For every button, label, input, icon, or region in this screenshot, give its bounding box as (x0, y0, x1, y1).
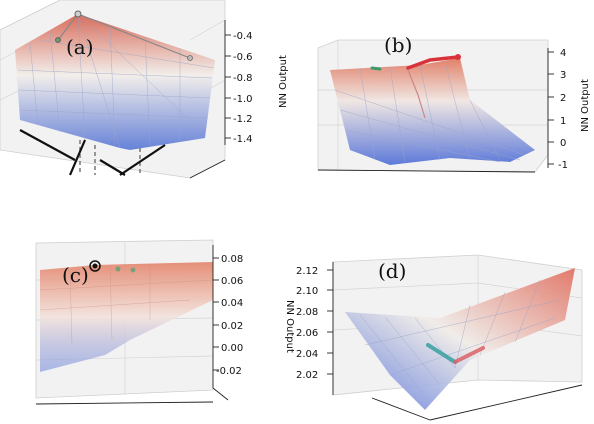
panel-b-tick: 4 (560, 48, 566, 59)
panel-a-tick: -0.6 (233, 52, 253, 63)
panel-d: 2.12 2.10 2.08 2.06 2.04 2.02 NN Output … (284, 254, 583, 421)
panel-d-tick: 2.04 (296, 349, 318, 360)
panel-b-ticks: 4 3 2 1 0 -1 (548, 48, 568, 171)
panel-b-tick: 2 (560, 93, 566, 104)
panel-d-label: (d) (378, 259, 406, 283)
panel-b-label: (b) (384, 33, 412, 57)
panel-b-green-path (370, 66, 382, 71)
panel-a-marker (187, 55, 193, 61)
panel-d-ylabel: NN Output (284, 300, 295, 353)
panel-c-tick: 0.08 (221, 254, 243, 265)
panel-a-tick: -1.0 (233, 94, 253, 105)
panel-b-red-path (406, 55, 460, 70)
panel-d-ticks: 2.12 2.10 2.08 2.06 2.04 2.02 (296, 266, 333, 381)
panel-c-tick: 0.02 (221, 321, 243, 332)
panel-a-ticks: -0.4 -0.6 -0.8 -1.0 -1.2 -1.4 (225, 31, 253, 145)
panel-b-trace (407, 69, 426, 119)
panel-a: -0.4 -0.6 -0.8 -1.0 -1.2 -1.4 NN Output … (0, 0, 289, 179)
panel-d-surface (345, 268, 575, 410)
panel-c-surface (40, 262, 213, 372)
panel-a-label: (a) (66, 35, 94, 59)
panel-c-mesh (39, 264, 214, 346)
panel-a-x-axis (189, 159, 226, 179)
panel-d-tick: 2.06 (296, 328, 318, 339)
panel-d-tick: 2.12 (296, 266, 318, 277)
panel-a-mesh (17, 13, 215, 149)
panel-b-tick: 3 (560, 70, 566, 81)
panel-d-teal-path (426, 343, 457, 364)
panel-c-tick: -0.02 (216, 366, 242, 377)
panel-c: 0.08 0.06 0.04 0.02 0.00 -0.02 (c) (35, 239, 243, 405)
panel-d-tick: 2.10 (296, 286, 318, 297)
panel-a-marker (74, 10, 82, 18)
panel-c-tick: 0.06 (221, 276, 243, 287)
panel-d-red-path (453, 346, 485, 364)
panel-c-label: (c) (62, 263, 89, 287)
panel-c-marker (89, 260, 101, 272)
panel-d-tick: 2.08 (296, 307, 318, 318)
panel-a-marker (55, 37, 61, 43)
panel-a-tick: -0.8 (233, 73, 253, 84)
panel-c-ticks: 0.08 0.06 0.04 0.02 0.00 -0.02 (213, 254, 243, 377)
panel-a-ylabel: NN Output (278, 55, 289, 108)
panel-b-mesh (334, 61, 526, 163)
panel-c-marker (92, 263, 98, 269)
panel-d-tick: 2.02 (296, 370, 318, 381)
panel-b-marker (455, 54, 461, 60)
panel-c-tick: 0.04 (221, 298, 243, 309)
panel-b-ylabel: NN Output (580, 79, 591, 132)
panel-c-marker (115, 266, 121, 272)
panel-a-tick: -0.4 (233, 31, 253, 42)
panel-c-marker (130, 267, 136, 273)
panel-b: 4 3 2 1 0 -1 NN Output (b) (317, 33, 591, 173)
panel-b-tick: 1 (560, 116, 566, 127)
panel-a-tick: -1.2 (233, 114, 253, 125)
panel-d-x-axis (371, 397, 431, 421)
panel-a-dashed-lines (19, 129, 166, 176)
panel-d-y-axis (429, 384, 583, 421)
panel-b-tick: 0 (560, 138, 566, 149)
panel-b-surface (330, 58, 535, 165)
panel-a-tick: -1.4 (233, 134, 253, 145)
panel-c-x-axis (35, 401, 214, 405)
panel-b-tick: -1 (558, 160, 568, 171)
panel-b-x-axis (317, 169, 536, 173)
panel-c-tick: 0.00 (221, 343, 243, 354)
